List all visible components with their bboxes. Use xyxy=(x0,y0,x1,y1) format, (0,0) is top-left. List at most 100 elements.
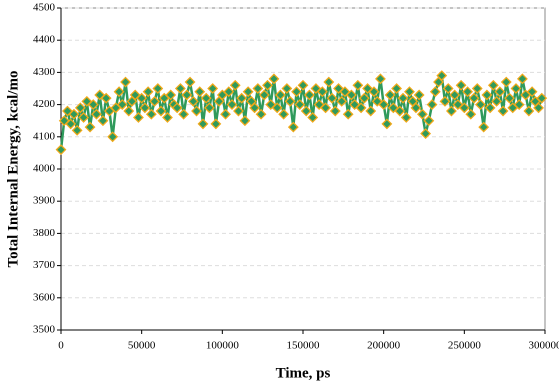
marker xyxy=(381,118,393,130)
marker xyxy=(465,108,477,120)
marker xyxy=(316,86,328,98)
marker xyxy=(310,83,322,94)
marker xyxy=(394,105,406,117)
marker xyxy=(200,92,212,104)
marker xyxy=(391,83,402,94)
y-tick-label: 4500 xyxy=(33,2,56,14)
marker xyxy=(378,99,390,111)
marker xyxy=(423,115,435,127)
marker xyxy=(329,105,341,117)
marker xyxy=(446,105,457,117)
x-tick-label: 150000 xyxy=(287,340,321,352)
marker xyxy=(516,73,528,85)
marker xyxy=(513,99,525,111)
marker xyxy=(187,95,199,107)
marker xyxy=(233,105,244,117)
y-tick-label: 4400 xyxy=(33,34,56,46)
marker xyxy=(58,115,70,127)
marker xyxy=(497,105,509,117)
y-tick-label: 3800 xyxy=(33,227,56,239)
marker xyxy=(162,112,173,123)
marker xyxy=(387,102,399,114)
marker xyxy=(223,86,235,98)
marker xyxy=(326,92,338,104)
y-axis-title: Total Internal Energy, kcal/mo xyxy=(5,71,21,268)
marker xyxy=(420,128,432,139)
marker xyxy=(436,70,448,82)
marker xyxy=(287,121,299,133)
y-tick-label: 4100 xyxy=(33,130,56,142)
marker xyxy=(271,102,283,114)
marker xyxy=(523,105,535,117)
marker xyxy=(365,105,377,117)
y-tick-label: 3900 xyxy=(33,195,56,207)
marker xyxy=(71,124,83,136)
x-tick-label: 300000 xyxy=(529,340,559,352)
marker xyxy=(123,105,135,117)
x-tick-label: 250000 xyxy=(448,340,482,352)
marker xyxy=(526,86,538,98)
marker xyxy=(107,131,119,143)
marker xyxy=(165,89,177,101)
marker xyxy=(145,108,157,120)
marker xyxy=(413,89,425,101)
marker xyxy=(404,86,415,98)
marker xyxy=(139,102,151,114)
marker xyxy=(375,73,386,85)
marker xyxy=(152,83,164,94)
marker xyxy=(449,89,461,101)
marker xyxy=(278,108,290,120)
x-tick-label: 100000 xyxy=(206,340,240,352)
y-tick-label: 3600 xyxy=(33,291,56,303)
marker xyxy=(345,89,357,101)
marker xyxy=(500,76,512,88)
marker xyxy=(220,108,231,120)
x-axis-title: Time, ps xyxy=(276,365,331,381)
marker xyxy=(181,89,193,101)
marker xyxy=(255,108,267,120)
marker xyxy=(536,92,548,104)
marker xyxy=(400,112,412,123)
marker xyxy=(184,76,196,88)
marker xyxy=(429,86,441,98)
marker xyxy=(487,79,499,91)
marker xyxy=(142,86,154,98)
marker xyxy=(204,102,215,114)
marker xyxy=(339,86,351,98)
y-tick-label: 4200 xyxy=(33,98,56,110)
y-tick-label: 3700 xyxy=(33,259,56,271)
marker xyxy=(358,92,370,104)
x-tick-label: 50000 xyxy=(128,340,156,352)
marker xyxy=(410,102,422,114)
marker xyxy=(384,89,396,101)
marker xyxy=(78,112,90,123)
y-tick-label: 4300 xyxy=(33,66,56,78)
marker xyxy=(226,99,238,111)
marker xyxy=(504,92,515,104)
marker xyxy=(510,83,522,94)
marker xyxy=(397,92,409,104)
marker xyxy=(116,99,128,111)
marker xyxy=(462,86,473,98)
marker xyxy=(439,95,451,107)
marker xyxy=(320,102,332,114)
marker xyxy=(284,95,296,107)
marker xyxy=(458,102,470,114)
x-tick-label: 0 xyxy=(58,340,64,352)
marker xyxy=(475,99,486,111)
y-tick-label: 4000 xyxy=(33,163,56,175)
marker xyxy=(252,83,264,94)
marker xyxy=(236,92,248,104)
marker xyxy=(149,95,160,107)
marker xyxy=(291,86,302,98)
marker xyxy=(84,121,96,133)
marker xyxy=(307,112,319,123)
marker xyxy=(355,102,367,114)
marker xyxy=(120,76,131,88)
marker xyxy=(207,83,219,94)
marker xyxy=(136,92,148,104)
marker xyxy=(471,83,483,94)
marker xyxy=(258,89,270,101)
marker xyxy=(113,86,125,98)
